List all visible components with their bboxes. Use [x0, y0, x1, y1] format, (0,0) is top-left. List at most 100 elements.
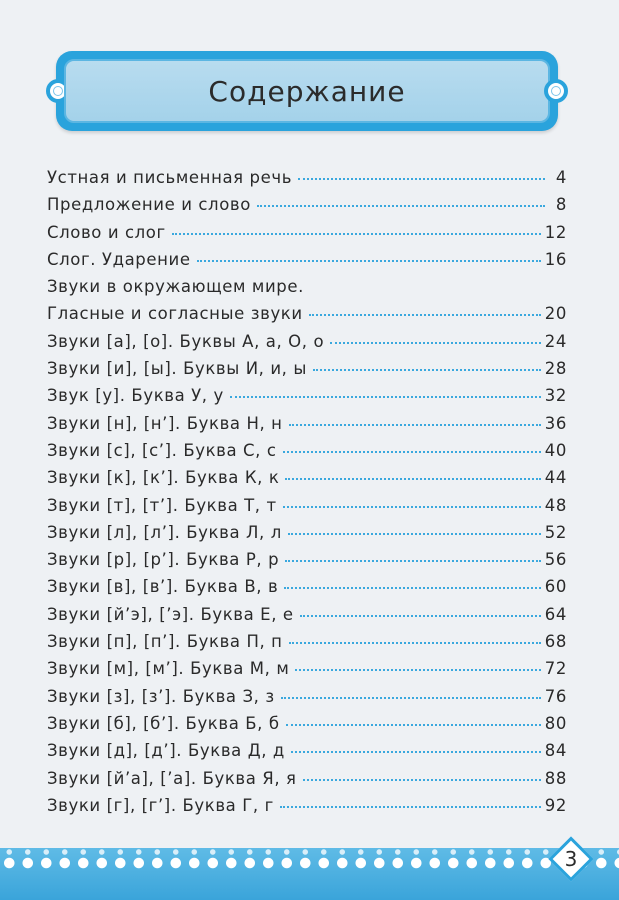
- dotted-leader: [302, 778, 541, 781]
- toc-entry-page: 32: [544, 386, 567, 406]
- toc-entry-title: Звуки [м], [м’]. Буква М, м: [47, 659, 290, 679]
- toc-entry[interactable]: Звуки [з], [з’]. Буква З, з 76: [47, 687, 567, 714]
- toc-entry[interactable]: Звуки [й’а], [’а]. Буква Я, я 88: [47, 769, 567, 796]
- toc-entry[interactable]: Слог. Ударение 16: [47, 250, 567, 277]
- toc-entry[interactable]: Звуки в окружающем мире.: [47, 277, 567, 304]
- toc-entry[interactable]: Звук [у]. Буква У, у 32: [47, 386, 567, 413]
- dotted-leader: [313, 369, 541, 372]
- toc-entry-page: 40: [544, 440, 567, 460]
- dotted-leader: [280, 696, 541, 699]
- toc-entry[interactable]: Звуки [л], [л’]. Буква Л, л 52: [47, 523, 567, 550]
- toc-entry-page: 80: [544, 713, 567, 733]
- toc-entry[interactable]: Гласные и согласные звуки 20: [47, 304, 567, 331]
- page-number: 3: [564, 847, 578, 871]
- footer-dots-decoration: [0, 848, 619, 856]
- dotted-leader: [288, 642, 541, 645]
- toc-entry-page: 28: [544, 359, 567, 379]
- dotted-leader: [330, 341, 541, 344]
- toc-entry-title: Звуки [д], [д’]. Буква Д, д: [47, 741, 285, 761]
- toc-entry-title: Звуки [т], [т’]. Буква Т, т: [47, 495, 277, 515]
- toc-entry[interactable]: Слово и слог 12: [47, 223, 567, 250]
- toc-entry-page: 56: [544, 550, 567, 570]
- dotted-leader: [285, 723, 541, 726]
- page-number-badge: 3: [548, 836, 594, 882]
- toc-entry[interactable]: Звуки [т], [т’]. Буква Т, т 48: [47, 496, 567, 523]
- toc-entry-title: Звуки [п], [п’]. Буква П, п: [47, 632, 283, 652]
- toc-entry-page: 60: [544, 577, 567, 597]
- dotted-leader: [288, 423, 541, 426]
- toc-entry[interactable]: Звуки [с], [с’]. Буква С, с 40: [47, 441, 567, 468]
- toc-entry[interactable]: Звуки [к], [к’]. Буква К, к 44: [47, 468, 567, 495]
- dotted-leader: [196, 259, 541, 262]
- toc-entry-page: 72: [544, 659, 567, 679]
- dotted-leader: [171, 232, 541, 235]
- toc-entry-page: 68: [544, 632, 567, 652]
- dotted-leader: [285, 560, 541, 563]
- toc-entry-title: Звуки [г], [г’]. Буква Г, г: [47, 795, 274, 815]
- dotted-leader: [285, 478, 541, 481]
- toc-entry-title: Звуки [й’а], [’а]. Буква Я, я: [47, 768, 297, 788]
- toc-entry[interactable]: Звуки [м], [м’]. Буква М, м 72: [47, 659, 567, 686]
- dotted-leader: [229, 396, 541, 399]
- toc-entry-title: Звуки [н], [н’]. Буква Н, н: [47, 413, 283, 433]
- toc-entry-page: 12: [544, 222, 567, 242]
- toc-entry[interactable]: Устная и письменная речь 4: [47, 168, 567, 195]
- toc-entry[interactable]: Звуки [б], [б’]. Буква Б, б 80: [47, 714, 567, 741]
- toc-entry-page: 52: [544, 522, 567, 542]
- toc-entry-title: Звуки в окружающем мире.: [47, 277, 304, 297]
- toc-entry[interactable]: Звуки [п], [п’]. Буква П, п 68: [47, 632, 567, 659]
- dotted-leader: [256, 205, 545, 208]
- toc-entry-title: Звуки [и], [ы]. Буквы И, и, ы: [47, 359, 308, 379]
- toc-entry[interactable]: Звуки [г], [г’]. Буква Г, г 92: [47, 796, 567, 823]
- toc-entry-title: Слово и слог: [47, 222, 166, 242]
- table-of-contents: Устная и письменная речь 4 Предложение и с…: [47, 168, 567, 823]
- toc-entry[interactable]: Предложение и слово 8: [47, 195, 567, 222]
- toc-entry-title: Звуки [й’э], [’э]. Буква Е, е: [47, 604, 294, 624]
- ring-ornament-icon: [544, 79, 568, 103]
- toc-entry-title: Предложение и слово: [47, 195, 251, 215]
- dotted-leader: [282, 450, 541, 453]
- dotted-leader: [299, 614, 541, 617]
- toc-entry-page: 36: [544, 413, 567, 433]
- toc-entry-page: 64: [544, 604, 567, 624]
- toc-entry[interactable]: Звуки [и], [ы]. Буквы И, и, ы 28: [47, 359, 567, 386]
- toc-entry-page: 24: [544, 331, 567, 351]
- dotted-leader: [282, 505, 541, 508]
- toc-entry-title: Звуки [р], [р’]. Буква Р, р: [47, 550, 280, 570]
- page-title: Содержание: [208, 74, 406, 108]
- title-banner-inner: Содержание: [64, 59, 550, 123]
- toc-entry-title: Звуки [а], [о]. Буквы А, а, О, о: [47, 331, 325, 351]
- dotted-leader: [308, 314, 541, 317]
- toc-entry-page: 48: [544, 495, 567, 515]
- dotted-leader: [290, 751, 541, 754]
- toc-entry[interactable]: Звуки [в], [в’]. Буква В, в 60: [47, 577, 567, 604]
- dotted-leader: [284, 587, 541, 590]
- toc-entry-page: 76: [544, 686, 567, 706]
- toc-entry[interactable]: Звуки [а], [о]. Буквы А, а, О, о 24: [47, 332, 567, 359]
- dotted-leader: [279, 805, 541, 808]
- toc-entry[interactable]: Звуки [д], [д’]. Буква Д, д 84: [47, 741, 567, 768]
- toc-entry-title: Звуки [в], [в’]. Буква В, в: [47, 577, 279, 597]
- toc-entry[interactable]: Звуки [й’э], [’э]. Буква Е, е 64: [47, 605, 567, 632]
- toc-entry-title: Звуки [к], [к’]. Буква К, к: [47, 468, 280, 488]
- dotted-leader: [298, 178, 545, 180]
- toc-entry-title: Звуки [з], [з’]. Буква З, з: [47, 686, 275, 706]
- toc-entry[interactable]: Звуки [р], [р’]. Буква Р, р 56: [47, 550, 567, 577]
- title-banner: Содержание: [46, 51, 568, 131]
- toc-entry-page: 4: [555, 168, 567, 187]
- toc-entry-page: 92: [544, 795, 567, 815]
- toc-entry-page: 88: [544, 768, 567, 788]
- toc-entry-page: 20: [544, 304, 567, 324]
- toc-entry-title: Звуки [л], [л’]. Буква Л, л: [47, 522, 282, 542]
- dotted-leader: [287, 532, 541, 535]
- toc-entry-title: Звук [у]. Буква У, у: [47, 386, 224, 406]
- footer-dots-decoration: [0, 856, 619, 870]
- toc-entry-title: Гласные и согласные звуки: [47, 304, 303, 324]
- toc-entry-page: 44: [544, 468, 567, 488]
- toc-entry-page: 84: [544, 741, 567, 761]
- dotted-leader: [295, 669, 541, 672]
- toc-entry[interactable]: Звуки [н], [н’]. Буква Н, н 36: [47, 414, 567, 441]
- toc-entry-title: Звуки [б], [б’]. Буква Б, б: [47, 713, 280, 733]
- toc-entry-page: 16: [544, 249, 567, 269]
- toc-entry-title: Звуки [с], [с’]. Буква С, с: [47, 440, 277, 460]
